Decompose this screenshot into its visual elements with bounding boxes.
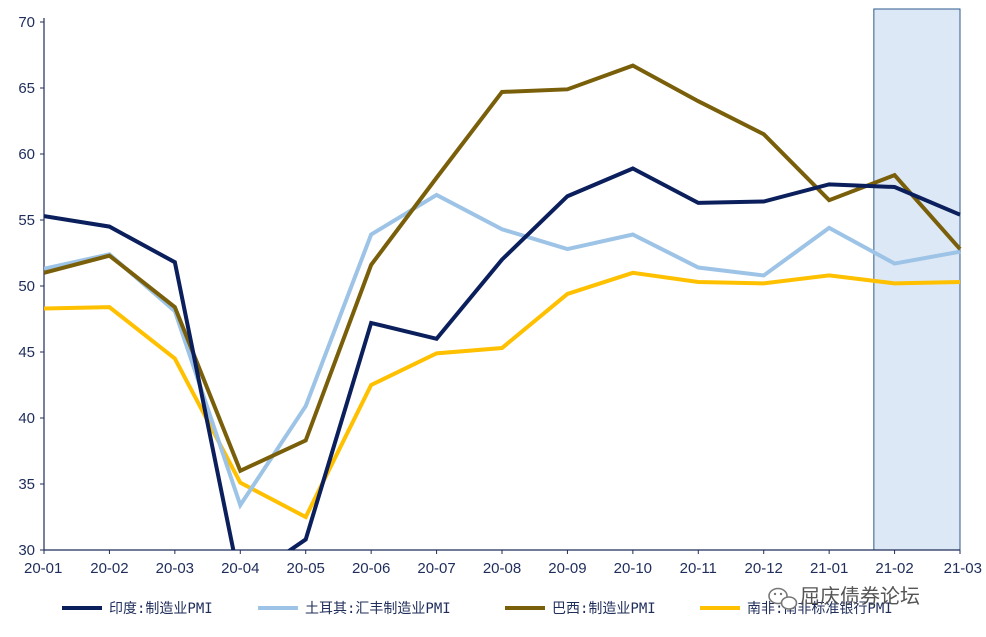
x-tick-label: 21-03 bbox=[944, 560, 982, 577]
x-tick-label: 20-04 bbox=[221, 560, 259, 577]
legend: 印度:制造业PMI 土耳其:汇丰制造业PMI 巴西:制造业PMI 南非:南非标准银行P… bbox=[62, 601, 893, 617]
x-tick-label: 21-01 bbox=[810, 560, 848, 577]
legend-label: 印度:制造业PMI bbox=[109, 601, 213, 617]
watermark: 屈庆债券论坛 bbox=[768, 584, 920, 610]
x-tick-label: 20-11 bbox=[680, 560, 717, 577]
y-tick-label: 65 bbox=[18, 80, 35, 97]
x-tick-label: 20-10 bbox=[614, 560, 652, 577]
y-tick-label: 55 bbox=[18, 212, 35, 229]
x-tick-label: 21-02 bbox=[875, 560, 913, 577]
axes: 30 35 40 45 50 55 60 65 70 20-01 20-02 20-03 20-04 20… bbox=[18, 14, 982, 577]
x-tick-label: 20-02 bbox=[90, 560, 128, 577]
series-lines bbox=[44, 63, 962, 550]
y-tick-label: 40 bbox=[18, 410, 35, 427]
series-line-4 bbox=[44, 270, 961, 520]
highlight-band bbox=[873, 8, 961, 551]
legend-item: 巴西:制造业PMI bbox=[505, 601, 656, 617]
y-tick-label: 45 bbox=[18, 344, 35, 361]
legend-item: 土耳其:汇丰制造业PMI bbox=[258, 601, 451, 617]
x-tick-label: 20-07 bbox=[417, 560, 455, 577]
legend-label: 巴西:制造业PMI bbox=[552, 601, 656, 617]
y-tick-label: 35 bbox=[18, 476, 35, 493]
y-tick-label: 60 bbox=[18, 146, 35, 163]
x-tick-label: 20-05 bbox=[287, 560, 325, 577]
wechat-icon bbox=[768, 587, 798, 610]
y-tick-label: 30 bbox=[18, 542, 35, 559]
series-line-1 bbox=[44, 166, 961, 550]
x-tick-label: 20-09 bbox=[548, 560, 586, 577]
y-tick-label: 50 bbox=[18, 278, 35, 295]
x-tick-label: 20-08 bbox=[483, 560, 521, 577]
watermark-text: 屈庆债券论坛 bbox=[800, 584, 920, 608]
legend-label: 土耳其:汇丰制造业PMI bbox=[305, 601, 451, 617]
x-tick-label: 20-01 bbox=[24, 560, 62, 577]
series-line-3 bbox=[44, 63, 962, 474]
x-tick-label: 20-12 bbox=[745, 560, 783, 577]
x-tick-label: 20-06 bbox=[352, 560, 390, 577]
legend-item: 印度:制造业PMI bbox=[62, 601, 213, 617]
y-tick-label: 70 bbox=[18, 14, 35, 31]
x-tick-label: 20-03 bbox=[156, 560, 194, 577]
highlight-band-layer bbox=[873, 8, 961, 551]
